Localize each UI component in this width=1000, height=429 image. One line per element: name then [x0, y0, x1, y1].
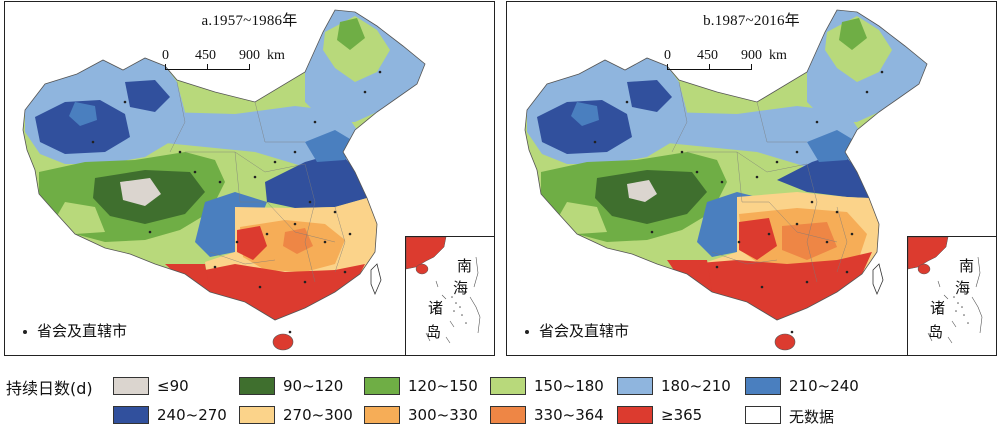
- duration-legend: 持续日数(d) ≤90 90~120 120~150 150~180 180~2…: [0, 367, 1000, 429]
- legend-label: 240~270: [157, 406, 227, 424]
- scale-tick: [207, 64, 208, 70]
- legend-swatch: [490, 377, 526, 395]
- legend-swatch: [617, 377, 653, 395]
- capital-legend-label: 省会及直辖市: [37, 322, 128, 340]
- scale-tick: [165, 64, 166, 70]
- inset-label-char: 海: [453, 279, 469, 297]
- inset-map: [908, 237, 983, 344]
- legend-swatch: [745, 377, 781, 395]
- capital-legend: 省会及直辖市: [23, 320, 127, 341]
- inset-label-char: 诸: [428, 299, 444, 317]
- legend-swatch: [239, 377, 275, 395]
- map-panel-a: a.1957~1986年 0 450 900 km 省会及直辖市 南 海 诸 岛: [4, 1, 495, 356]
- inset-label-char: 岛: [928, 323, 944, 341]
- legend-swatch: [239, 406, 275, 424]
- china-map-b: [524, 9, 928, 351]
- scale-tick-label: 450: [195, 48, 216, 63]
- scale-tick-label: 900: [741, 48, 762, 63]
- inset-label-char: 海: [955, 279, 971, 297]
- scale-bar: 0 450 900 km: [157, 48, 297, 82]
- legend-title: 持续日数(d): [6, 379, 93, 398]
- legend-swatch: [490, 406, 526, 424]
- inset-label-char: 岛: [426, 323, 442, 341]
- legend-swatch: [364, 406, 400, 424]
- capital-dot-icon: [525, 329, 529, 334]
- legend-label: 180~210: [661, 377, 731, 395]
- south-china-sea-inset: 南 海 诸 岛: [405, 236, 494, 355]
- scale-tick: [667, 64, 668, 70]
- legend-label: 300~330: [408, 406, 478, 424]
- inset-label-char: 南: [457, 257, 473, 275]
- legend-swatch: [113, 406, 149, 424]
- scale-tick-label: 900: [239, 48, 260, 63]
- scale-tick-label: 0: [664, 48, 671, 63]
- panel-title: b.1987~2016年: [703, 13, 800, 29]
- scale-unit: km: [267, 48, 285, 63]
- legend-label: 330~364: [534, 406, 604, 424]
- inset-label-char: 南: [959, 257, 975, 275]
- capital-dots: [593, 70, 884, 334]
- inset-map: [406, 237, 481, 344]
- south-china-sea-inset: 南 海 诸 岛: [907, 236, 996, 355]
- scale-unit: km: [769, 48, 787, 63]
- scale-tick-label: 450: [697, 48, 718, 63]
- legend-label: 270~300: [283, 406, 353, 424]
- legend-swatch: [364, 377, 400, 395]
- china-map-a: [22, 9, 426, 351]
- panel-title: a.1957~1986年: [201, 13, 298, 29]
- legend-swatch: [617, 406, 653, 424]
- scale-bar: 0 450 900 km: [659, 48, 799, 82]
- scale-tick: [751, 64, 752, 70]
- legend-label: ≥365: [661, 406, 703, 424]
- legend-label: 120~150: [408, 377, 478, 395]
- legend-label: 无数据: [789, 408, 835, 426]
- capital-legend: 省会及直辖市: [525, 320, 629, 341]
- legend-label: 150~180: [534, 377, 604, 395]
- capital-legend-label: 省会及直辖市: [539, 322, 630, 340]
- legend-label: 210~240: [789, 377, 859, 395]
- capital-dots: [91, 70, 382, 334]
- legend-swatch: [113, 377, 149, 395]
- legend-label: ≤90: [157, 377, 189, 395]
- scale-tick: [249, 64, 250, 70]
- legend-swatch: [745, 406, 781, 424]
- inset-label-char: 诸: [930, 299, 946, 317]
- scale-tick-label: 0: [162, 48, 169, 63]
- capital-dot-icon: [23, 329, 27, 334]
- legend-label: 90~120: [283, 377, 344, 395]
- scale-tick: [709, 64, 710, 70]
- map-panel-b: b.1987~2016年 0 450 900 km 省会及直辖市 南 海 诸 岛: [506, 1, 997, 356]
